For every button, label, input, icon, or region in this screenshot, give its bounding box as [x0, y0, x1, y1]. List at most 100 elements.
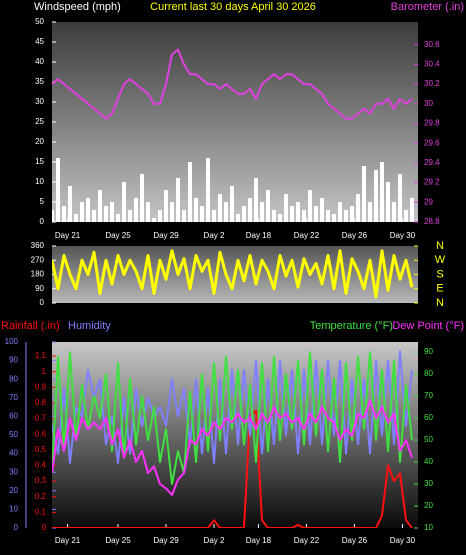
y-tick-label: 270: [31, 255, 45, 264]
x-tick-label: Day 18: [246, 536, 272, 545]
bar: [392, 202, 396, 222]
x-tick-label: Day 21: [55, 536, 81, 545]
bar: [290, 206, 294, 222]
bar: [122, 182, 126, 222]
y-tick-label: 0: [40, 298, 45, 307]
y-tick-label: 80: [9, 374, 18, 383]
bar: [62, 206, 66, 222]
y-tick-label: 40: [424, 457, 433, 466]
bar: [206, 158, 210, 222]
y-tick-label: 20: [424, 501, 433, 510]
bar: [86, 198, 90, 222]
bar: [152, 218, 156, 222]
series-line: [52, 350, 413, 464]
plot-marks: [52, 48, 414, 222]
plot-area: [52, 22, 418, 222]
x-tick-label: Day 30: [390, 536, 416, 545]
series-line: [52, 249, 414, 299]
y-tick-label: 100: [5, 337, 19, 346]
bar: [356, 194, 360, 222]
bar: [242, 206, 246, 222]
y-tick-label: 0: [40, 217, 45, 226]
y-tick-label: 0.4: [35, 461, 47, 470]
y-tick-label: 40: [9, 449, 18, 458]
y-tick-label: W: [435, 254, 446, 266]
x-tick-label: Day 22: [294, 231, 320, 240]
y-tick-label: 0.8: [35, 398, 47, 407]
bar: [410, 198, 414, 222]
bar: [278, 214, 282, 222]
bar: [332, 214, 336, 222]
bar: [266, 190, 270, 222]
y-tick-label: 0.2: [35, 492, 47, 501]
y-tick-label: 70: [9, 393, 18, 402]
bar: [362, 166, 366, 222]
plot-marks: [52, 249, 414, 299]
y-tick-label: 29.6: [424, 138, 440, 147]
bar: [176, 178, 180, 222]
y-tick-label: 29.4: [424, 158, 440, 167]
y-tick-label: 15: [35, 157, 44, 166]
bar: [404, 210, 408, 222]
bar: [386, 182, 390, 222]
y-tick-label: 30: [424, 99, 433, 108]
bar: [68, 186, 72, 222]
bar: [182, 210, 186, 222]
y-tick-label: 50: [9, 430, 18, 439]
legend-entry: Humidity: [68, 320, 111, 332]
bar: [110, 202, 114, 222]
bar: [92, 210, 96, 222]
legend-entry: Windspeed (mph): [34, 1, 121, 13]
y-tick-label: 29: [424, 197, 433, 206]
y-tick-label: 50: [424, 435, 433, 444]
y-tick-label: 30.6: [424, 40, 440, 49]
bar: [56, 158, 60, 222]
legend-entry: Rainfall (.in): [1, 320, 60, 332]
y-tick-label: S: [436, 268, 443, 280]
bar: [80, 202, 84, 222]
y-tick-label: 0.3: [35, 476, 47, 485]
bar: [212, 210, 216, 222]
x-tick-label: Day 18: [246, 231, 272, 240]
plot-area: [52, 342, 418, 528]
series-line: [52, 399, 413, 496]
bar: [140, 174, 144, 222]
y-tick-label: 10: [424, 523, 433, 532]
bar: [326, 210, 330, 222]
x-tick-label: Day 29: [153, 231, 179, 240]
bar: [170, 202, 174, 222]
y-tick-label: 90: [9, 356, 18, 365]
bar: [338, 202, 342, 222]
y-tick-label: 60: [9, 412, 18, 421]
y-tick-label: 90: [35, 284, 44, 293]
y-tick-label: 0.5: [35, 445, 47, 454]
y-tick-label: 30: [424, 479, 433, 488]
x-tick-label: Day 2: [204, 231, 225, 240]
bar: [368, 202, 372, 222]
y-tick-label: 70: [424, 391, 433, 400]
bar: [74, 214, 78, 222]
y-tick-label: 29.8: [424, 119, 440, 128]
x-tick-label: Day 29: [153, 536, 179, 545]
bar: [254, 178, 258, 222]
y-tick-label: 0.9: [35, 382, 47, 391]
y-tick-label: 35: [35, 77, 44, 86]
plot-marks: [52, 350, 413, 528]
y-tick-label: 0: [42, 523, 47, 532]
x-tick-label: Day 26: [342, 536, 368, 545]
y-tick-label: 80: [424, 369, 433, 378]
bar: [218, 194, 222, 222]
bar: [200, 206, 204, 222]
bar: [380, 162, 384, 222]
y-tick-label: 0.7: [35, 414, 47, 423]
x-tick-label: Day 30: [390, 231, 416, 240]
y-tick-label: 20: [9, 486, 18, 495]
y-tick-label: E: [436, 283, 443, 295]
legend-entry: Temperature (°F): [310, 320, 393, 332]
y-tick-label: N: [436, 297, 444, 309]
y-tick-label: 180: [31, 270, 45, 279]
y-tick-label: 60: [424, 413, 433, 422]
y-tick-label: 0: [14, 523, 19, 532]
y-tick-label: N: [436, 240, 444, 252]
series-line: [52, 351, 413, 485]
